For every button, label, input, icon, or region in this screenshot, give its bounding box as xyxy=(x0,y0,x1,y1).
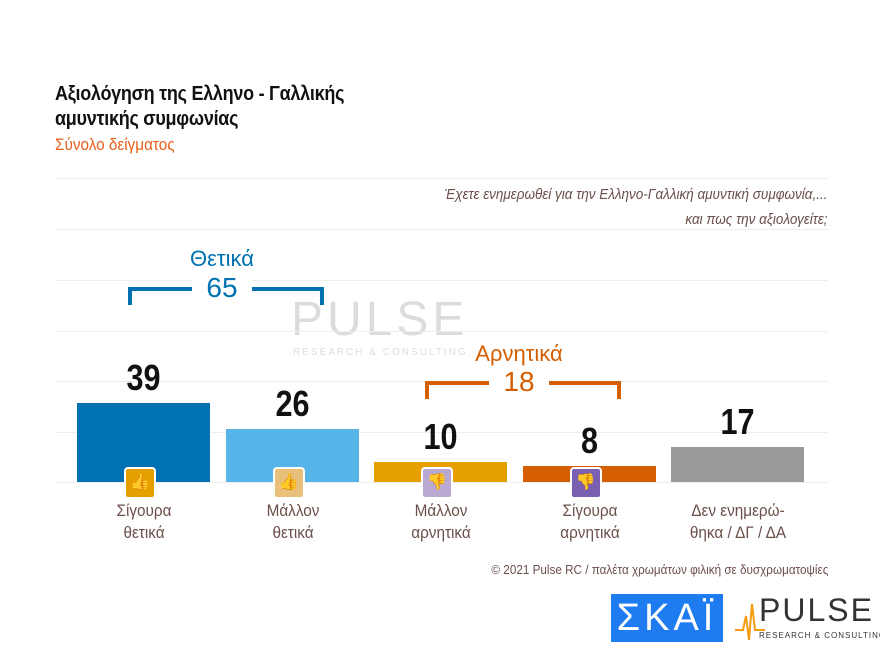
gridline xyxy=(55,331,828,332)
pulse-wave-icon xyxy=(735,603,765,641)
watermark-tagline: RESEARCH & CONSULTING xyxy=(293,347,468,358)
chart-title: Αξιολόγηση της Ελληνο - Γαλλικής αμυντική… xyxy=(55,82,344,132)
skai-logo: ΣΚΑΪ xyxy=(611,594,723,642)
chart-subtitle: Σύνολο δείγματος xyxy=(55,135,175,154)
watermark-logo: PULSE RESEARCH & CONSULTING xyxy=(253,292,468,358)
data-label: 39 xyxy=(126,356,161,398)
group-total: 18 xyxy=(489,368,549,396)
category-label-line: Δεν ενημερώ- xyxy=(691,501,785,520)
group-label: Αρνητικά xyxy=(475,341,563,366)
title-line-1: Αξιολόγηση της Ελληνο - Γαλλικής xyxy=(55,83,345,105)
thumbs-down-icon: 👎 xyxy=(421,467,453,499)
category-label-line: Σίγουρα xyxy=(562,501,617,520)
category-label-line: Μάλλον xyxy=(266,501,319,520)
category-label: Μάλλον θετικά xyxy=(221,500,365,544)
group-label: Θετικά xyxy=(190,246,254,271)
category-label: Μάλλον αρνητικά xyxy=(369,500,513,544)
category-label-line: Σίγουρα xyxy=(116,501,172,520)
gridline xyxy=(55,229,828,230)
category-label: Σίγουρα αρνητικά xyxy=(518,500,662,544)
group-total: 65 xyxy=(192,274,252,302)
pulse-logo-text: PULSE xyxy=(759,592,874,628)
pulse-logo-tagline: RESEARCH & CONSULTING xyxy=(759,631,880,640)
gridline xyxy=(55,280,828,281)
category-label-line: αρνητικά xyxy=(411,523,471,542)
question-line-1: Έχετε ενημερωθεί για την Ελληνο-Γαλλική … xyxy=(445,186,828,203)
gridline xyxy=(55,178,828,179)
data-label: 26 xyxy=(274,383,310,425)
data-label: 10 xyxy=(423,415,458,457)
data-label: 17 xyxy=(720,401,755,443)
question-line-2: και πως την αξιολογείτε; xyxy=(685,211,828,228)
title-line-2: αμυντικής συμφωνίας xyxy=(55,108,239,130)
category-label: Δεν ενημερώ-θηκα / ΔΓ / ΔΑ xyxy=(666,500,810,544)
bar-5 xyxy=(671,447,804,482)
double-thumbs-down-icon: 👎 xyxy=(569,467,602,499)
category-label-line: θηκα / ΔΓ / ΔΑ xyxy=(689,523,787,542)
category-label-line: θετικά xyxy=(123,523,165,542)
gridline xyxy=(55,432,828,433)
category-label-line: αρνητικά xyxy=(559,523,620,542)
footer-credit: © 2021 Pulse RC / παλέτα χρωμάτων φιλική… xyxy=(491,562,828,577)
category-label-line: θετικά xyxy=(271,523,314,542)
watermark-name: PULSE xyxy=(291,293,469,346)
double-thumbs-up-icon: 👍 xyxy=(124,467,156,499)
category-label: Σίγουρα θετικά xyxy=(72,500,216,544)
thumbs-up-icon: 👍 xyxy=(272,467,305,499)
data-label: 8 xyxy=(580,419,598,461)
category-label-line: Μάλλον xyxy=(414,501,468,520)
question-text: Έχετε ενημερωθεί για την Ελληνο-Γαλλική … xyxy=(445,182,828,232)
